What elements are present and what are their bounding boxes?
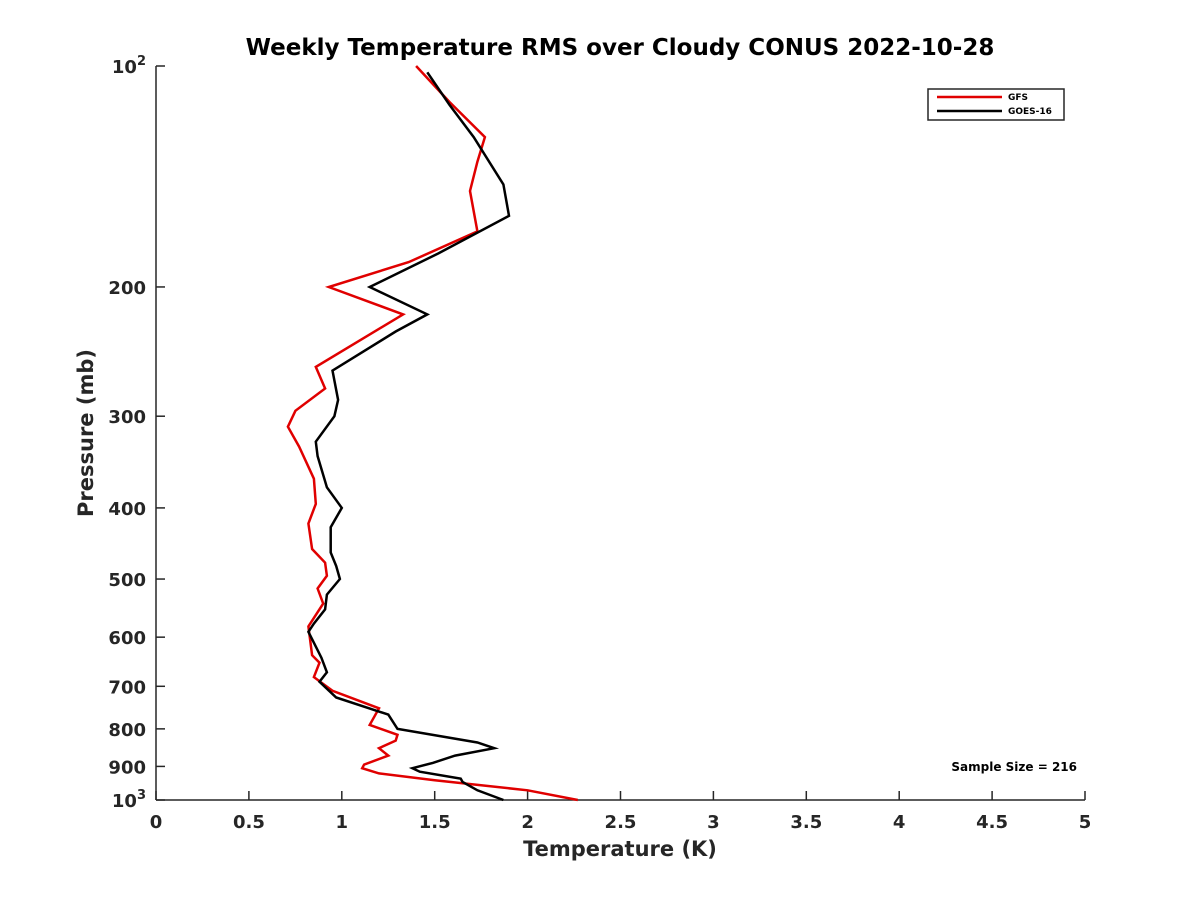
x-tick-label: 3.5 <box>790 812 822 833</box>
series-line-gfs <box>286 65 579 802</box>
y-tick-label: 102 <box>112 54 146 78</box>
y-axis-label: Pressure (mb) <box>74 349 98 517</box>
x-ticks: 0 0.5 1 1.5 2 2.5 3 3.5 4 4.5 5 <box>150 791 1092 833</box>
x-tick-label: 3 <box>707 812 720 833</box>
series-line-goes16 <box>306 71 511 802</box>
y-tick-label: 800 <box>108 720 146 741</box>
y-tick-label: 200 <box>108 278 146 299</box>
legend-box <box>927 88 1065 121</box>
y-tick-label: 500 <box>108 570 146 591</box>
y-tick-label: 300 <box>108 407 146 428</box>
y-tick-label: 900 <box>108 757 146 778</box>
y-tick-label: 400 <box>108 499 146 520</box>
x-tick-label: 5 <box>1079 812 1092 833</box>
chart-title: Weekly Temperature RMS over Cloudy CONUS… <box>246 35 995 61</box>
legend-label-goes16: GOES-16 <box>1008 107 1052 117</box>
legend: GFS GOES-16 <box>927 88 1065 121</box>
y-tick-label: 700 <box>108 677 146 698</box>
x-tick-label: 2.5 <box>605 812 637 833</box>
series-lines <box>286 65 579 802</box>
x-axis-label: Temperature (K) <box>523 837 717 861</box>
x-tick-label: 1.5 <box>419 812 451 833</box>
y-ticks: 102 200 300 400 500 600 700 800 900 103 <box>108 54 165 812</box>
x-tick-label: 4 <box>893 812 906 833</box>
sample-size-annotation: Sample Size = 216 <box>951 760 1077 774</box>
plot-area: 0 0.5 1 1.5 2 2.5 3 3.5 4 4.5 5 102 200 300 400 500 600… <box>108 54 1091 833</box>
x-tick-label: 2 <box>521 812 534 833</box>
y-tick-label: 103 <box>112 788 146 812</box>
x-tick-label: 0 <box>150 812 163 833</box>
x-tick-label: 4.5 <box>976 812 1008 833</box>
x-tick-label: 0.5 <box>233 812 265 833</box>
y-tick-label: 600 <box>108 628 146 649</box>
legend-label-gfs: GFS <box>1008 93 1028 103</box>
x-tick-label: 1 <box>336 812 349 833</box>
